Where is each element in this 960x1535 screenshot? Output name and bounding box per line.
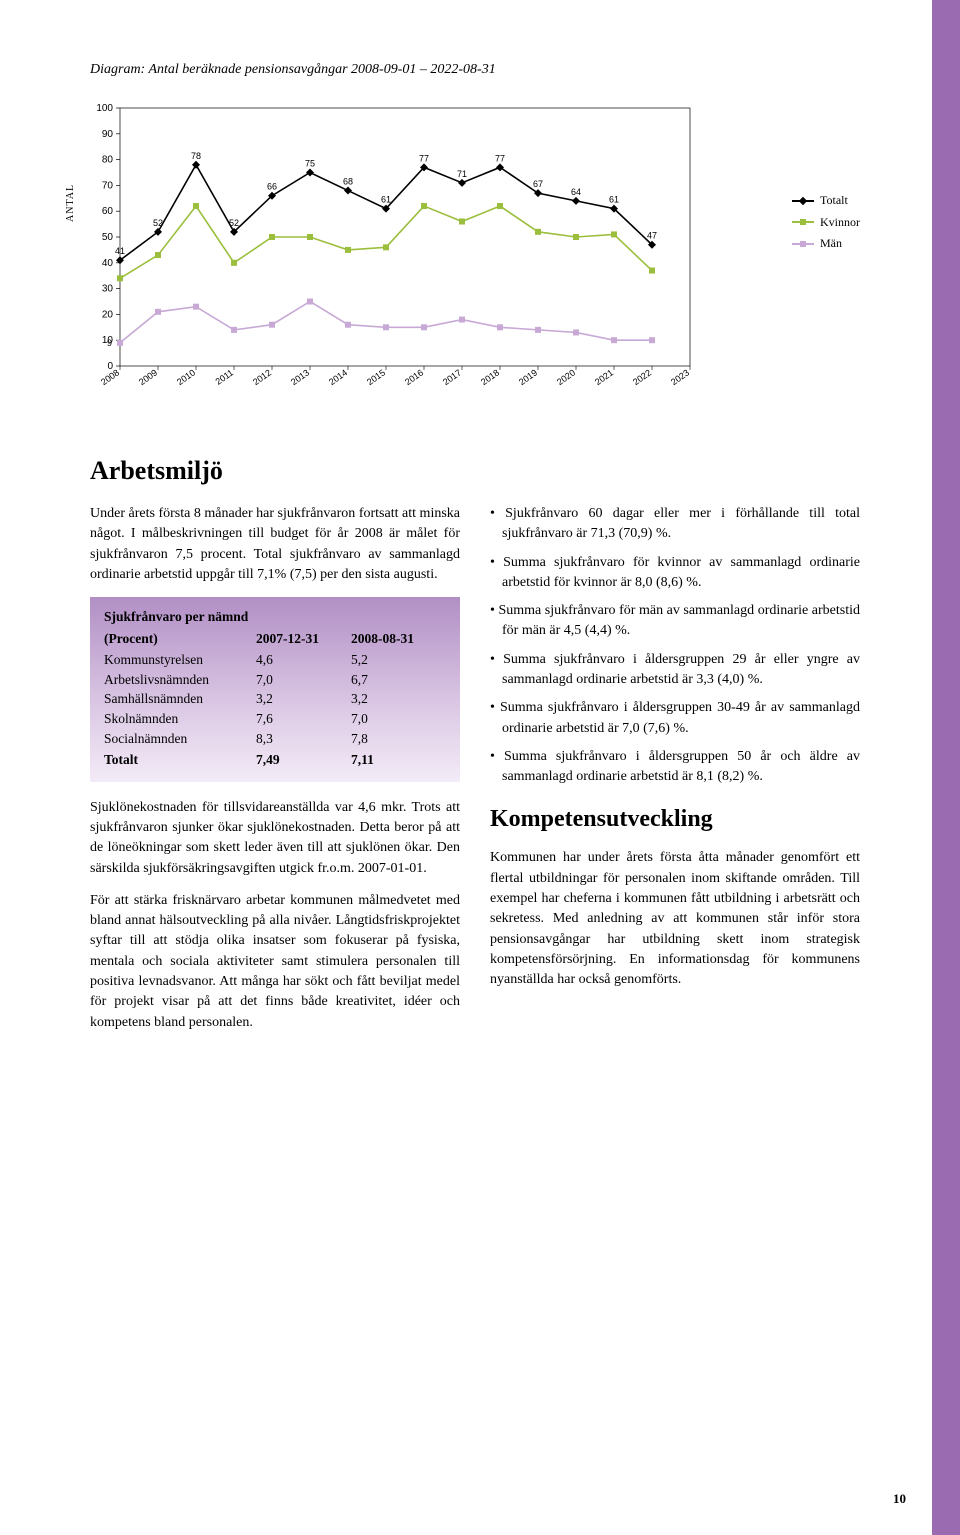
table-total-a: 7,49 — [256, 750, 351, 770]
paragraph: Sjuklönekostnaden för tillsvidareanställ… — [90, 798, 460, 879]
table-row: Arbetslivsnämnden7,06,7 — [104, 670, 446, 690]
chart-legend: Totalt Kvinnor Män — [792, 192, 860, 256]
table-row: Samhällsnämnden3,23,2 — [104, 689, 446, 709]
svg-text:2009: 2009 — [137, 368, 159, 388]
svg-text:20: 20 — [102, 310, 114, 321]
svg-text:50: 50 — [102, 232, 114, 243]
left-column: Under årets första 8 månader har sjukfrå… — [90, 504, 460, 1045]
svg-text:2018: 2018 — [479, 368, 501, 388]
bullet-item: • Summa sjukfrånvaro i åldersgruppen 50 … — [490, 747, 860, 788]
table-header-sub: (Procent) — [104, 629, 256, 649]
bullet-item: • Summa sjukfrånvaro för män av sammanla… — [490, 601, 860, 642]
svg-text:2021: 2021 — [593, 368, 615, 388]
table-col3: 2008-08-31 — [351, 629, 446, 649]
svg-text:66: 66 — [267, 182, 277, 192]
svg-text:41: 41 — [115, 247, 125, 257]
bullet-item: • Summa sjukfrånvaro i åldersgruppen 29 … — [490, 650, 860, 691]
table-row: Socialnämnden8,37,8 — [104, 729, 446, 749]
section-heading-arbetsmiljo: Arbetsmiljö — [90, 452, 860, 490]
svg-text:68: 68 — [343, 177, 353, 187]
table-header-title: Sjukfrånvaro per nämnd — [104, 607, 256, 627]
legend-label: Totalt — [820, 192, 848, 209]
svg-text:2013: 2013 — [289, 368, 311, 388]
svg-text:90: 90 — [102, 129, 114, 140]
legend-item-man: Män — [792, 235, 860, 252]
svg-text:47: 47 — [647, 231, 657, 241]
page-number: 10 — [893, 1490, 906, 1509]
svg-text:2011: 2011 — [214, 368, 236, 387]
chart-container: ANTAL 0102030405060708090100200820092010… — [90, 102, 850, 402]
svg-text:52: 52 — [153, 218, 163, 228]
svg-text:2022: 2022 — [631, 368, 653, 388]
svg-text:61: 61 — [381, 195, 391, 205]
table-row: Skolnämnden7,67,0 — [104, 709, 446, 729]
svg-text:9: 9 — [107, 338, 112, 348]
table-col2: 2007-12-31 — [256, 629, 351, 649]
svg-text:2023: 2023 — [669, 368, 691, 388]
legend-item-totalt: Totalt — [792, 192, 860, 209]
svg-text:78: 78 — [191, 151, 201, 161]
right-column: • Sjukfrånvaro 60 dagar eller mer i förh… — [490, 504, 860, 1045]
table-row: Kommunstyrelsen4,65,2 — [104, 650, 446, 670]
right-accent-bar — [932, 0, 960, 1535]
svg-text:70: 70 — [102, 181, 114, 192]
paragraph: För att stärka frisknärvaro arbetar komm… — [90, 891, 460, 1033]
svg-text:75: 75 — [305, 159, 315, 169]
paragraph: Under årets första 8 månader har sjukfrå… — [90, 504, 460, 585]
bullet-item: • Summa sjukfrånvaro för kvinnor av samm… — [490, 553, 860, 594]
bullet-list: • Sjukfrånvaro 60 dagar eller mer i förh… — [490, 504, 860, 788]
svg-text:60: 60 — [102, 206, 114, 217]
svg-text:2020: 2020 — [555, 368, 577, 388]
svg-text:64: 64 — [571, 187, 581, 197]
table-total-label: Totalt — [104, 750, 256, 770]
paragraph: Kommunen har under årets första åtta mån… — [490, 848, 860, 990]
svg-text:71: 71 — [457, 169, 467, 179]
svg-text:2015: 2015 — [365, 368, 387, 388]
svg-text:52: 52 — [229, 218, 239, 228]
svg-text:30: 30 — [102, 284, 114, 295]
svg-text:2016: 2016 — [403, 368, 425, 388]
svg-text:40: 40 — [102, 258, 114, 269]
svg-text:67: 67 — [533, 179, 543, 189]
svg-text:2010: 2010 — [175, 368, 197, 388]
svg-text:2014: 2014 — [327, 368, 349, 388]
svg-text:2017: 2017 — [441, 368, 463, 388]
svg-text:61: 61 — [609, 195, 619, 205]
svg-text:80: 80 — [102, 155, 114, 166]
pension-chart: 0102030405060708090100200820092010201120… — [90, 102, 770, 402]
section-heading-kompetens: Kompetensutveckling — [490, 802, 860, 837]
bullet-item: • Summa sjukfrånvaro i åldersgruppen 30-… — [490, 698, 860, 739]
legend-item-kvinnor: Kvinnor — [792, 214, 860, 231]
svg-text:100: 100 — [96, 103, 113, 114]
svg-text:77: 77 — [495, 154, 505, 164]
sjukfranvaro-table: Sjukfrånvaro per nämnd (Procent) 2007-12… — [90, 597, 460, 782]
chart-title: Diagram: Antal beräknade pensionsavgånga… — [90, 60, 860, 80]
legend-label: Män — [820, 235, 842, 252]
svg-text:77: 77 — [419, 154, 429, 164]
legend-label: Kvinnor — [820, 214, 860, 231]
svg-text:2012: 2012 — [251, 368, 273, 388]
table-total-b: 7,11 — [351, 750, 446, 770]
y-axis-label: ANTAL — [64, 184, 79, 222]
svg-text:2008: 2008 — [99, 368, 121, 388]
bullet-item: • Sjukfrånvaro 60 dagar eller mer i förh… — [490, 504, 860, 545]
svg-text:2019: 2019 — [517, 368, 539, 388]
